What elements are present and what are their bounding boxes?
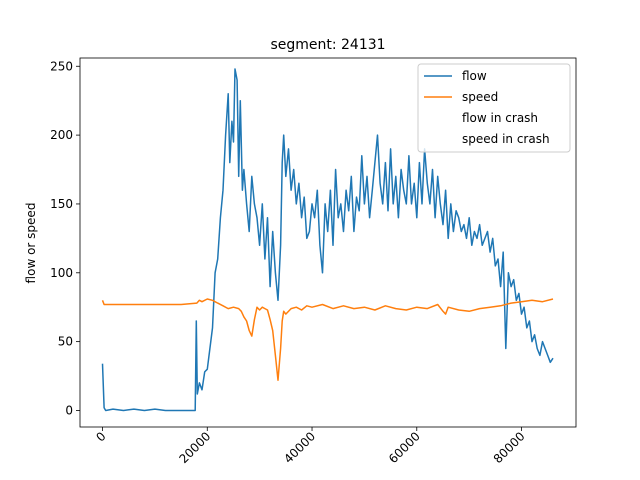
- x-tick-label: 20000: [176, 429, 213, 466]
- x-tick-label: 40000: [281, 429, 318, 466]
- legend-label: speed: [462, 90, 498, 104]
- legend-label: flow: [462, 69, 487, 83]
- chart-title: segment: 24131: [270, 37, 385, 53]
- y-axis-label: flow or speed: [24, 203, 38, 284]
- legend-box: [417, 63, 571, 153]
- legend-label: speed in crash: [462, 132, 550, 146]
- x-tick-label: 0: [93, 429, 108, 444]
- y-tick-label: 0: [65, 403, 73, 417]
- legend: flow speed flow in crash speed in crash: [417, 63, 571, 153]
- legend-label: flow in crash: [462, 111, 538, 125]
- y-tick-label: 100: [50, 266, 73, 280]
- series-line-flow: [101, 68, 554, 412]
- y-tick-label: 150: [50, 197, 73, 211]
- y-tick-label: 250: [50, 59, 73, 73]
- series-line-speed: [101, 298, 554, 381]
- y-tick-label: 200: [50, 128, 73, 142]
- y-tick-label: 50: [58, 335, 73, 349]
- x-tick-label: 60000: [386, 429, 423, 466]
- axes-frame: [79, 57, 577, 428]
- x-tick-label: 80000: [491, 429, 528, 466]
